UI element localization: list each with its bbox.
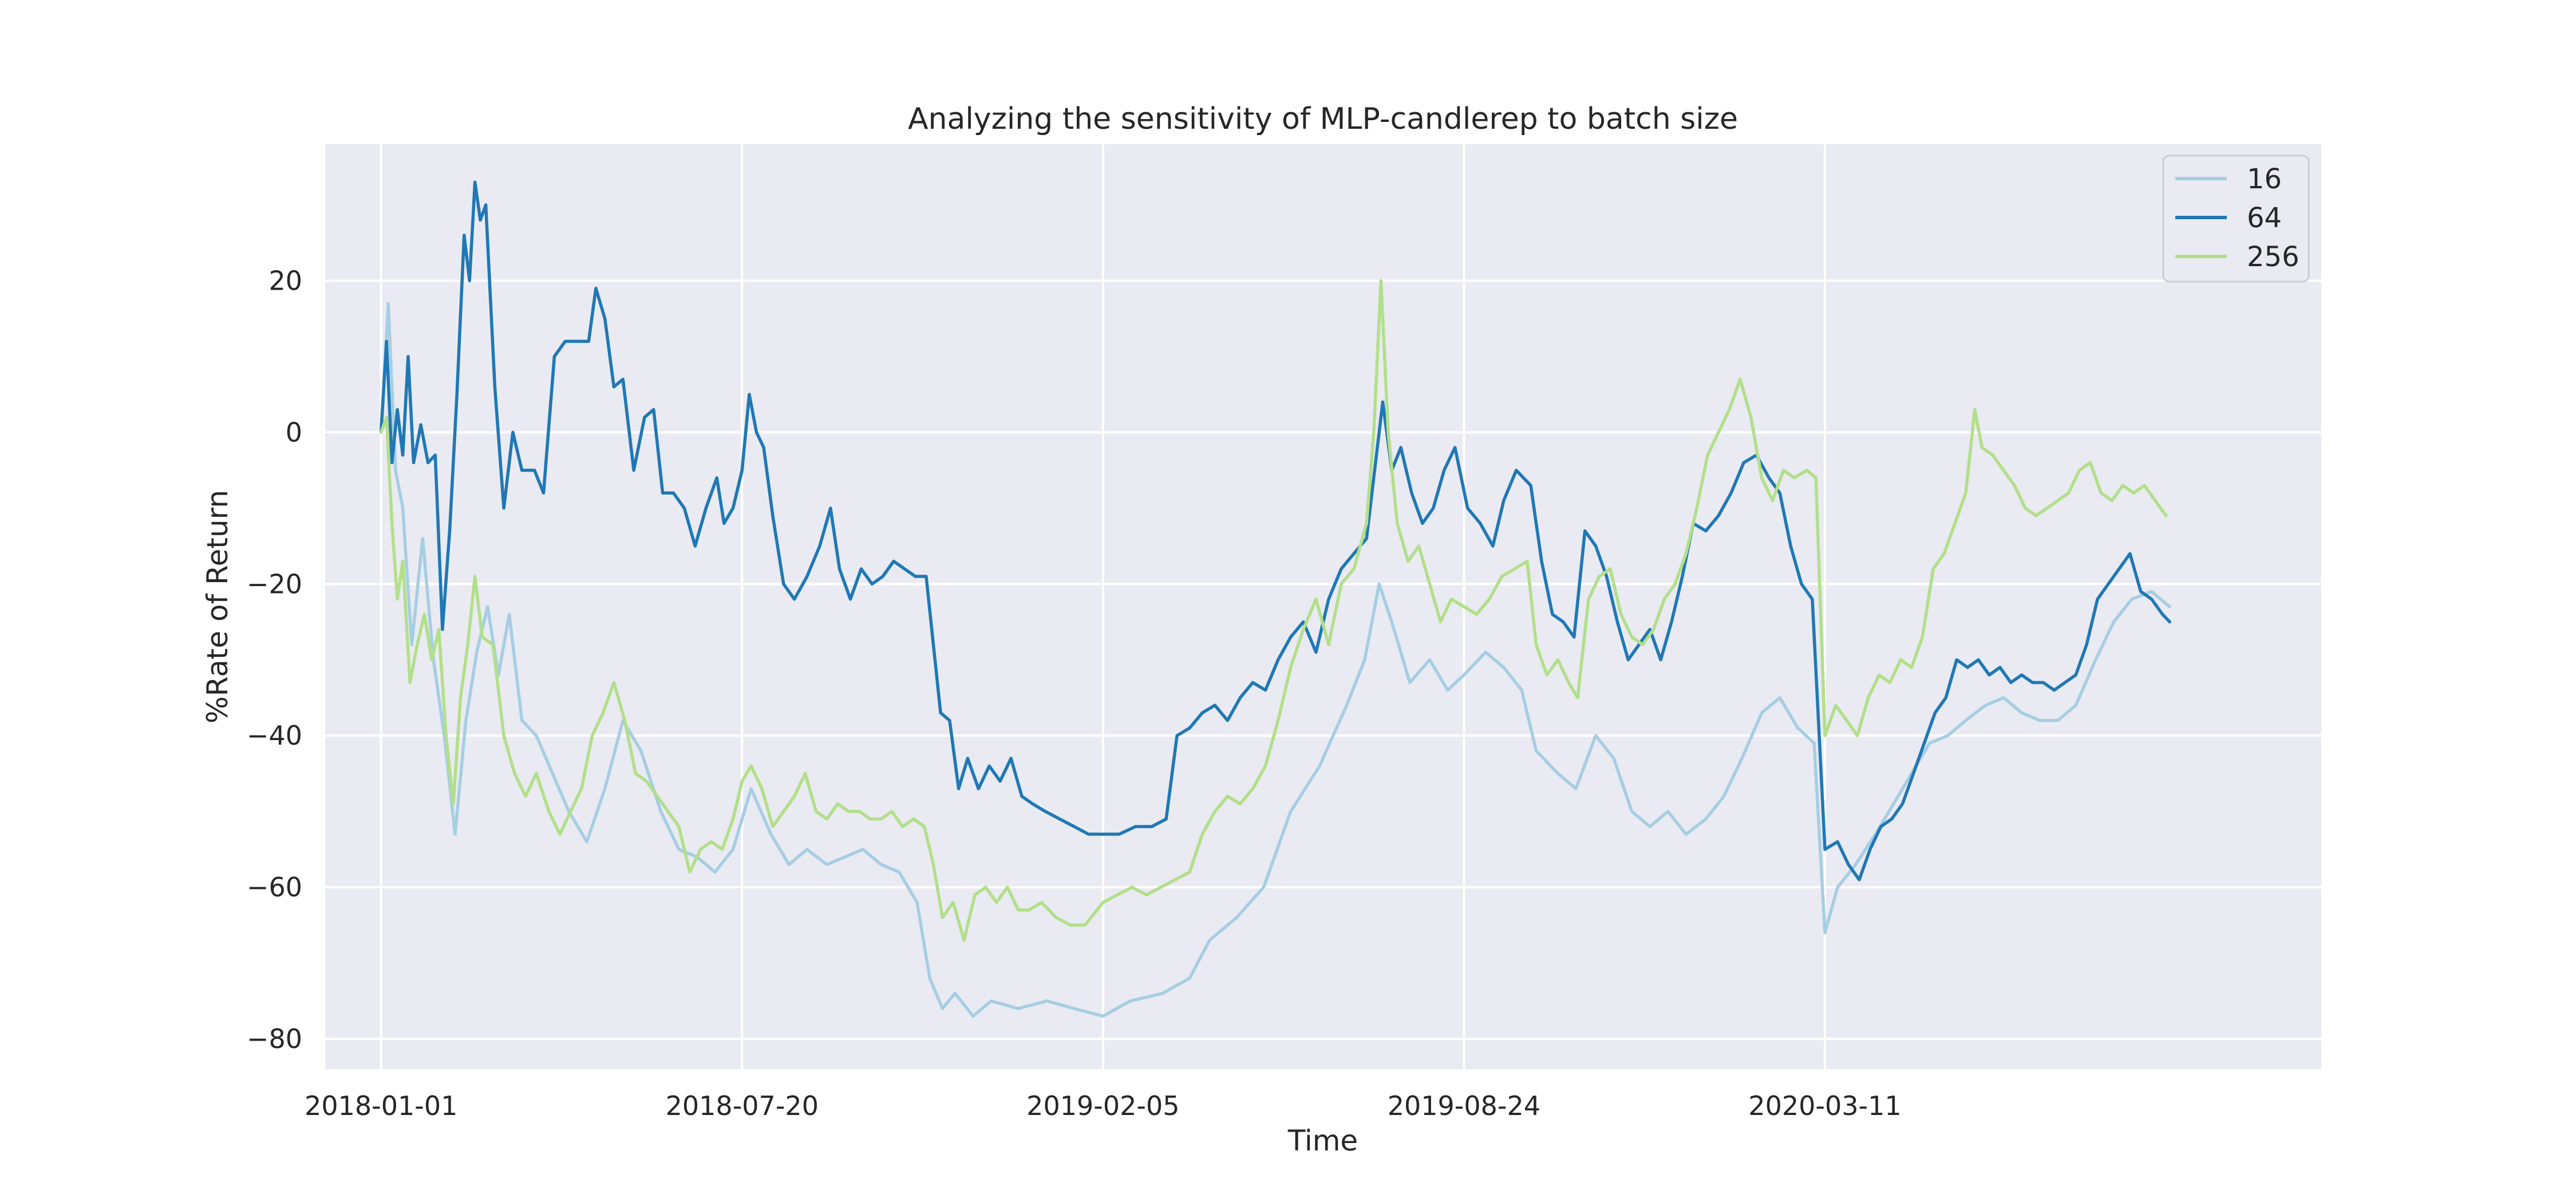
x-tick-labels: 2018-01-01 2018-07-20 2019-02-05 2019-08-24… (305, 1090, 1902, 1121)
y-tick-label: −20 (247, 568, 302, 599)
y-tick-label: −60 (247, 872, 302, 903)
x-tick-label: 2019-02-05 (1026, 1090, 1179, 1121)
plot-background (325, 144, 2321, 1069)
x-tick-label: 2018-07-20 (666, 1090, 819, 1121)
legend-label: 256 (2247, 241, 2300, 273)
x-axis-label: Time (1287, 1124, 1358, 1157)
y-tick-label: 0 (286, 417, 302, 448)
series-line-16 (379, 302, 2171, 1018)
legend-label: 16 (2247, 163, 2282, 195)
x-grid (380, 144, 1826, 1069)
series-line-64 (379, 180, 2171, 881)
legend: 16 64 256 (2162, 155, 2310, 283)
y-tick-labels: 20 0 −20 −40 −60 −80 (247, 265, 302, 1054)
y-tick-label: −80 (247, 1023, 302, 1054)
series-line-256 (379, 279, 2168, 942)
legend-box (2162, 155, 2310, 283)
x-tick-label: 2019-08-24 (1388, 1090, 1540, 1121)
x-tick-label: 2018-01-01 (305, 1090, 457, 1121)
y-tick-label: 20 (268, 265, 302, 296)
chart-title: Analyzing the sensitivity of MLP-candler… (908, 102, 1738, 136)
x-tick-label: 2020-03-11 (1748, 1090, 1901, 1121)
legend-label: 64 (2247, 202, 2282, 234)
series-layer (379, 180, 2171, 1018)
y-grid (325, 279, 2321, 1041)
y-tick-label: −40 (247, 720, 302, 751)
y-axis-label: %Rate of Return (201, 490, 234, 723)
